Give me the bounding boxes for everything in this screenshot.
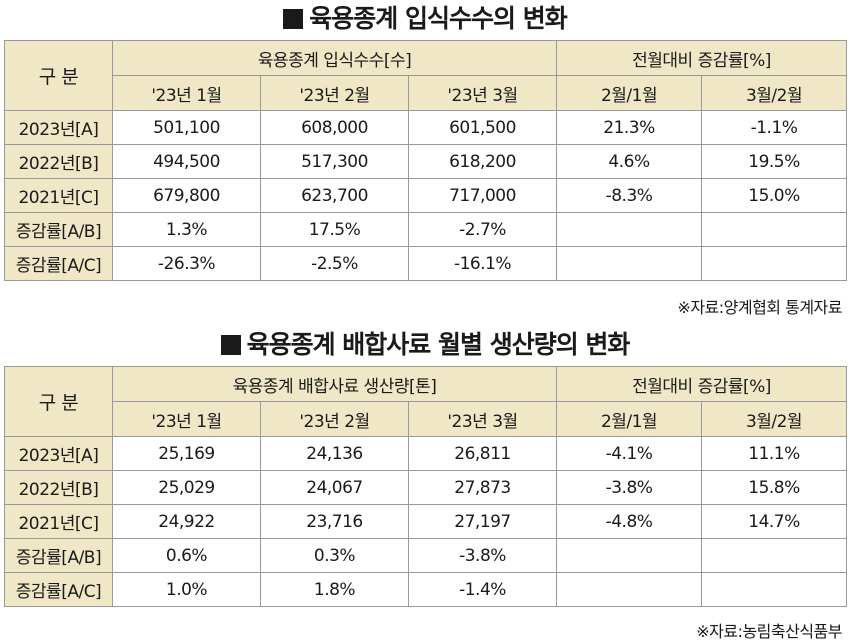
table-cell: -3.8% <box>407 538 558 573</box>
table-cell <box>701 572 848 607</box>
table-cell: 608,000 <box>260 110 409 145</box>
table-cell: 1.0% <box>112 572 261 607</box>
corner-header: 구 분 <box>4 366 113 437</box>
table-row: 증감률[A/C] -26.3% -2.5% -16.1% <box>4 246 848 281</box>
row-label: 2022년[B] <box>4 144 113 179</box>
table-cell: 24,922 <box>112 504 261 539</box>
table-cell: 11.1% <box>701 436 848 471</box>
table-cell: 19.5% <box>701 144 848 179</box>
table-row: 2021년[C] 679,800 623,700 717,000 -8.3% 1… <box>4 178 848 213</box>
group-header-main: 육용종계 배합사료 생산량[톤] <box>111 366 558 402</box>
table-cell: 27,873 <box>407 470 558 505</box>
table2: 구 분 육용종계 배합사료 생산량[톤] 전월대비 증감률[%] '23년 1월… <box>4 366 848 607</box>
col-header-growth-2: 3월/2월 <box>701 401 848 437</box>
table-cell: 494,500 <box>112 144 261 179</box>
table-row: 2022년[B] 494,500 517,300 618,200 4.6% 19… <box>4 144 848 179</box>
table-cell: -8.3% <box>556 178 703 213</box>
col-header-growth-2: 3월/2월 <box>701 75 848 111</box>
table-cell: 0.6% <box>112 538 261 573</box>
table2-title-text: 육용종계 배합사료 월별 생산량의 변화 <box>246 330 631 359</box>
table-cell <box>556 246 703 281</box>
table-cell: -1.4% <box>407 572 558 607</box>
table-cell <box>701 246 848 281</box>
table-cell: 623,700 <box>260 178 409 213</box>
table-cell: 24,136 <box>260 436 409 471</box>
table-cell: -26.3% <box>112 246 261 281</box>
table-cell <box>701 212 848 247</box>
table-row: 증감률[A/B] 1.3% 17.5% -2.7% <box>4 212 848 247</box>
row-label: 증감률[A/B] <box>4 538 113 573</box>
table-cell: -1.1% <box>701 110 848 145</box>
table-cell: 27,197 <box>407 504 558 539</box>
table-cell <box>701 538 848 573</box>
square-bullet-icon <box>220 335 241 355</box>
col-header-month-3: '23년 3월 <box>407 401 558 437</box>
table-row: 2023년[A] 501,100 608,000 601,500 21.3% -… <box>4 110 848 145</box>
table1: 구 분 육용종계 입식수수[수] 전월대비 증감률[%] '23년 1월 '23… <box>4 40 848 281</box>
row-label: 2023년[A] <box>4 436 113 471</box>
table-cell: 26,811 <box>407 436 558 471</box>
table-cell: 23,716 <box>260 504 409 539</box>
square-bullet-icon <box>283 9 304 29</box>
col-header-growth-1: 2월/1월 <box>556 401 703 437</box>
col-header-growth-1: 2월/1월 <box>556 75 703 111</box>
group-header-growth: 전월대비 증감률[%] <box>556 40 848 76</box>
col-header-month-2: '23년 2월 <box>260 75 409 111</box>
table-cell: -16.1% <box>407 246 558 281</box>
table-cell: -4.8% <box>556 504 703 539</box>
table-cell <box>556 572 703 607</box>
table-cell: -2.5% <box>260 246 409 281</box>
table-cell <box>556 212 703 247</box>
corner-header: 구 분 <box>4 40 113 111</box>
table-cell: 4.6% <box>556 144 703 179</box>
row-label: 2021년[C] <box>4 178 113 213</box>
table1-title: 육용종계 입식수수의 변화 <box>0 2 850 36</box>
table-cell: 679,800 <box>112 178 261 213</box>
table-cell: 14.7% <box>701 504 848 539</box>
table-cell: 17.5% <box>260 212 409 247</box>
table-cell: 24,067 <box>260 470 409 505</box>
table-cell: 601,500 <box>407 110 558 145</box>
table-row: 증감률[A/B] 0.6% 0.3% -3.8% <box>4 538 848 573</box>
table-cell: 618,200 <box>407 144 558 179</box>
col-header-month-1: '23년 1월 <box>112 401 261 437</box>
table-cell: 15.8% <box>701 470 848 505</box>
table-cell: 25,029 <box>112 470 261 505</box>
table-row: 2023년[A] 25,169 24,136 26,811 -4.1% 11.1… <box>4 436 848 471</box>
col-header-month-2: '23년 2월 <box>260 401 409 437</box>
row-label: 증감률[A/B] <box>4 212 113 247</box>
table2-title: 육용종계 배합사료 월별 생산량의 변화 <box>0 328 850 362</box>
row-label: 증감률[A/C] <box>4 572 113 607</box>
table-cell: -3.8% <box>556 470 703 505</box>
table2-source-note: ※자료:농림축산식품부 <box>696 622 842 641</box>
table-cell <box>556 538 703 573</box>
table-cell: 517,300 <box>260 144 409 179</box>
table-row: 증감률[A/C] 1.0% 1.8% -1.4% <box>4 572 848 607</box>
table-cell: 25,169 <box>112 436 261 471</box>
row-label: 2023년[A] <box>4 110 113 145</box>
table-cell: 501,100 <box>112 110 261 145</box>
row-label: 2022년[B] <box>4 470 113 505</box>
row-label: 2021년[C] <box>4 504 113 539</box>
table-cell: -2.7% <box>407 212 558 247</box>
col-header-month-3: '23년 3월 <box>407 75 558 111</box>
table-row: 2022년[B] 25,029 24,067 27,873 -3.8% 15.8… <box>4 470 848 505</box>
table1-source-note: ※자료:양계협회 통계자료 <box>677 298 842 317</box>
table-cell: 0.3% <box>260 538 409 573</box>
table-cell: -4.1% <box>556 436 703 471</box>
table1-title-text: 육용종계 입식수수의 변화 <box>309 4 567 33</box>
table-cell: 21.3% <box>556 110 703 145</box>
table-cell: 15.0% <box>701 178 848 213</box>
table-row: 2021년[C] 24,922 23,716 27,197 -4.8% 14.7… <box>4 504 848 539</box>
row-label: 증감률[A/C] <box>4 246 113 281</box>
table-cell: 1.3% <box>112 212 261 247</box>
table-cell: 717,000 <box>407 178 558 213</box>
group-header-growth: 전월대비 증감률[%] <box>556 366 848 402</box>
group-header-main: 육용종계 입식수수[수] <box>111 40 558 76</box>
col-header-month-1: '23년 1월 <box>112 75 261 111</box>
table-cell: 1.8% <box>260 572 409 607</box>
